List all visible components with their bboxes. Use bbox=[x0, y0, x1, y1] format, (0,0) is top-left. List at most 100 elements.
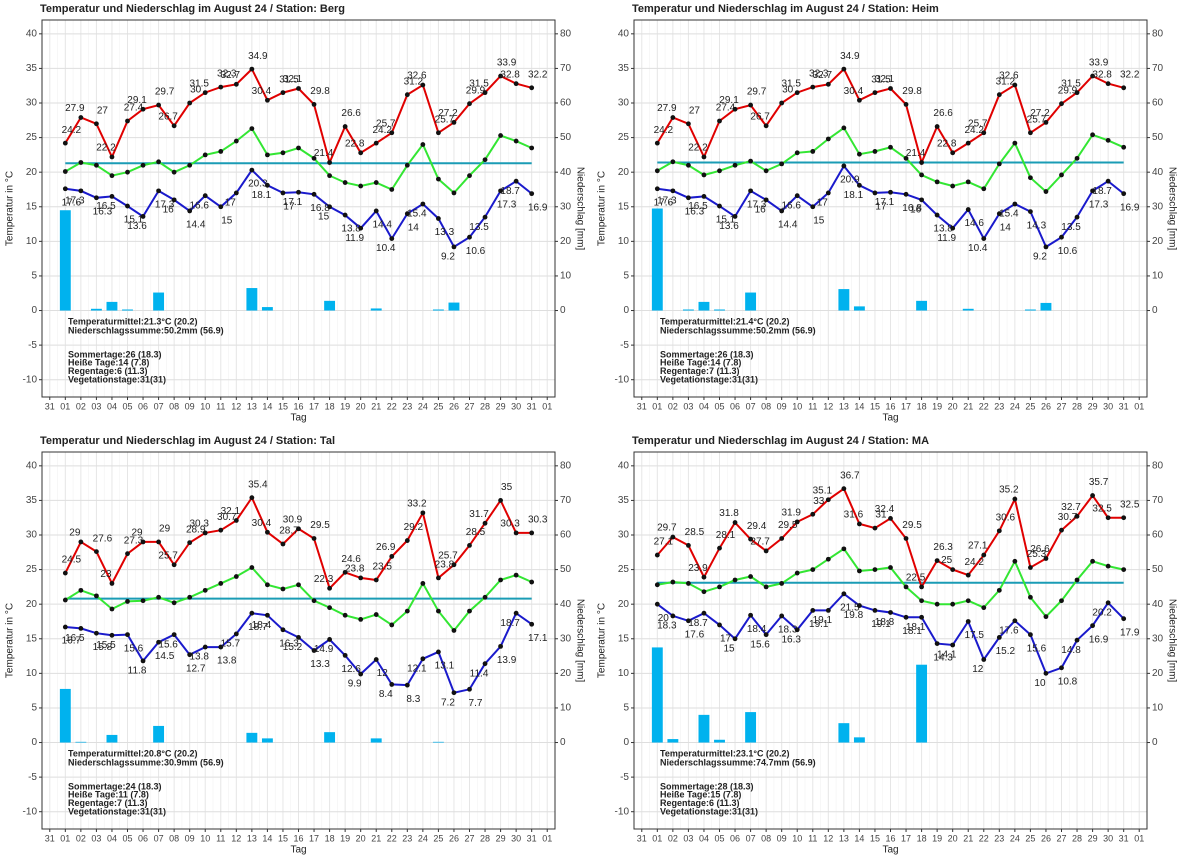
temperature-point bbox=[327, 160, 332, 165]
temperature-point bbox=[249, 126, 255, 132]
x-tick-label: 27 bbox=[1056, 833, 1066, 843]
temperature-point bbox=[296, 86, 301, 91]
temperature-point bbox=[358, 575, 364, 581]
x-tick-label: 16 bbox=[293, 833, 303, 843]
data-label: 13.3 bbox=[310, 659, 330, 670]
temperature-point bbox=[78, 188, 84, 194]
plot-frame bbox=[41, 19, 556, 398]
temperature-point bbox=[1043, 244, 1049, 250]
temperature-point bbox=[436, 130, 441, 136]
precipitation-bar bbox=[1024, 309, 1036, 311]
temperature-point bbox=[872, 525, 878, 531]
data-label: 20.3 bbox=[248, 179, 268, 190]
data-label: 35.4 bbox=[248, 479, 268, 490]
data-label: 16.5 bbox=[65, 633, 85, 644]
temperature-point bbox=[78, 539, 84, 545]
temperature-point bbox=[327, 605, 332, 611]
data-label: 11.8 bbox=[128, 666, 147, 677]
summary-note: Temperaturmittel:20.8°C (20.2) bbox=[68, 748, 197, 758]
temperature-point bbox=[109, 173, 115, 179]
temperature-point bbox=[373, 657, 379, 662]
temperature-point bbox=[156, 539, 161, 545]
precipitation-bar bbox=[698, 301, 710, 311]
precipitation-bar bbox=[853, 306, 865, 311]
x-tick-label: 06 bbox=[138, 833, 148, 843]
temperature-point bbox=[342, 180, 348, 185]
temperature-point bbox=[482, 90, 488, 96]
temperature-point bbox=[686, 195, 691, 201]
precipitation-bar bbox=[106, 301, 118, 311]
x-tick-label: 27 bbox=[464, 833, 474, 843]
temperature-point bbox=[436, 649, 441, 655]
temperature-point bbox=[888, 144, 893, 150]
precipitation-bar bbox=[324, 300, 336, 311]
data-label: 16 bbox=[910, 204, 922, 215]
temperature-point bbox=[825, 608, 831, 613]
data-label: 17.3 bbox=[657, 196, 677, 207]
data-label: 14.8 bbox=[1061, 645, 1081, 656]
y-tick-label: 15 bbox=[26, 201, 38, 212]
x-tick-label: 28 bbox=[480, 401, 490, 411]
temperature-point bbox=[436, 608, 441, 614]
temperature-point bbox=[436, 176, 441, 182]
data-label: 26.3 bbox=[933, 542, 953, 553]
data-label: 15.2 bbox=[996, 646, 1016, 657]
temperature-point bbox=[265, 152, 270, 158]
temperature-point bbox=[327, 204, 332, 210]
precipitation-bar bbox=[745, 712, 757, 743]
y2-tick-label: 60 bbox=[1152, 530, 1164, 541]
data-label: 16.3 bbox=[93, 206, 113, 217]
temperature-point bbox=[436, 575, 441, 581]
temperature-point bbox=[482, 157, 488, 163]
data-label: 35.1 bbox=[813, 485, 833, 496]
temperature-point bbox=[467, 173, 472, 179]
y-tick-label: 10 bbox=[26, 668, 38, 679]
data-label: 36.7 bbox=[840, 470, 860, 481]
y-tick-label: 40 bbox=[618, 28, 630, 39]
x-tick-label: 26 bbox=[449, 401, 459, 411]
temperature-point bbox=[436, 216, 441, 221]
summary-note: Niederschlagssumme:74.7mm (56.9) bbox=[660, 757, 816, 767]
y2-tick-label: 30 bbox=[560, 201, 572, 212]
data-label: 7.7 bbox=[469, 698, 483, 709]
x-tick-label: 14 bbox=[262, 833, 272, 843]
x-tick-label: 27 bbox=[464, 401, 474, 411]
x-tick-label: 17 bbox=[309, 401, 319, 411]
y2-tick-label: 20 bbox=[1152, 668, 1164, 679]
y-tick-label: 25 bbox=[618, 564, 630, 575]
temperature-point bbox=[311, 598, 317, 604]
temperature-point bbox=[1121, 191, 1127, 197]
data-label: 30 bbox=[190, 85, 202, 96]
data-label: 20.2 bbox=[1092, 607, 1112, 618]
data-label: 32.8 bbox=[500, 69, 520, 80]
data-label: 11.4 bbox=[470, 668, 489, 679]
y-tick-label: 30 bbox=[618, 98, 630, 109]
temperature-point bbox=[94, 630, 99, 636]
data-label: 17.1 bbox=[875, 197, 895, 208]
data-label: 35.2 bbox=[999, 485, 1019, 496]
temperature-point bbox=[1074, 637, 1080, 643]
x-tick-label: 06 bbox=[138, 401, 148, 411]
data-label: 27.4 bbox=[716, 103, 736, 114]
temperature-point bbox=[280, 150, 286, 156]
temperature-point bbox=[686, 581, 691, 586]
temperature-point bbox=[857, 151, 862, 157]
x-tick-label: 01 bbox=[60, 401, 70, 411]
x-tick-label: 19 bbox=[340, 833, 350, 843]
temperature-point bbox=[919, 160, 924, 165]
data-label: 22.3 bbox=[314, 574, 334, 585]
temperature-point bbox=[125, 599, 130, 604]
summary-note: Niederschlagssumme:30.9mm (56.9) bbox=[68, 757, 224, 767]
y2-tick-label: 40 bbox=[1152, 167, 1164, 178]
x-tick-label: 13 bbox=[839, 833, 849, 843]
data-label: 25.7 bbox=[435, 114, 455, 125]
data-label: 32.3 bbox=[809, 69, 829, 80]
temperature-point bbox=[717, 584, 722, 590]
temperature-point bbox=[498, 188, 503, 194]
statistic-note: Heiße Tage:14 (7.8) bbox=[660, 358, 741, 368]
data-label: 16.8 bbox=[902, 203, 922, 214]
data-label: 24.6 bbox=[341, 554, 361, 565]
temperature-point bbox=[265, 612, 270, 618]
data-label: 27.3 bbox=[124, 535, 144, 546]
temperature-point bbox=[1059, 234, 1064, 240]
